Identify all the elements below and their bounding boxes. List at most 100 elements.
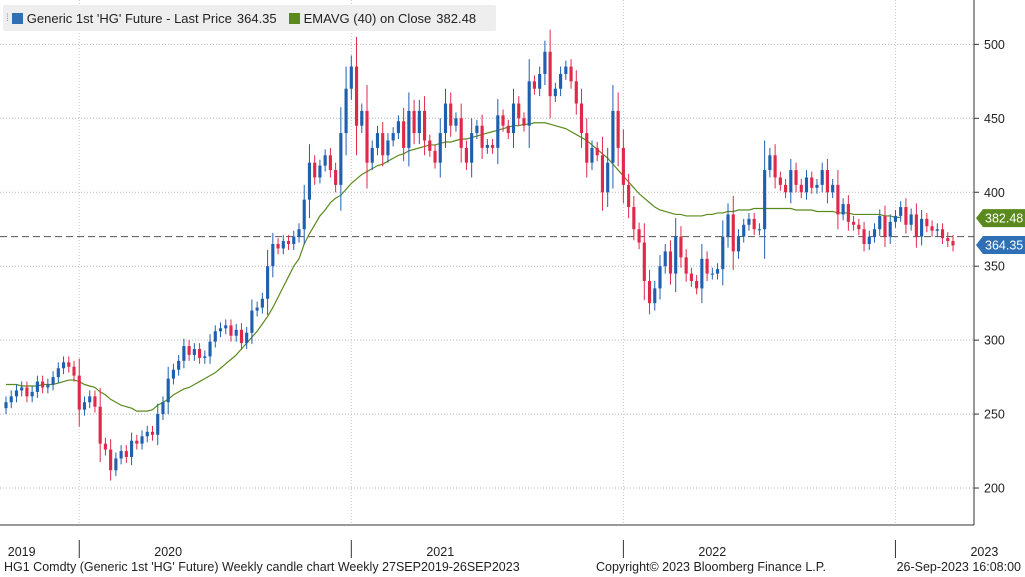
last-price-tag-label: 364.35: [985, 238, 1023, 252]
candle: [653, 280, 657, 311]
ema-value-tag: [976, 209, 1025, 228]
candle-body: [642, 242, 646, 281]
candle: [940, 223, 945, 245]
candle: [804, 170, 809, 200]
candle: [349, 55, 353, 100]
candle-body: [140, 436, 144, 444]
candle: [527, 59, 531, 148]
candle-body: [736, 236, 741, 252]
candle: [61, 356, 66, 375]
candle: [553, 82, 557, 103]
candle-body: [334, 170, 338, 185]
candle-body: [464, 147, 468, 163]
candle-body: [72, 366, 76, 376]
footer-timestamp: 26-Sep-2023 16:08:00: [896, 560, 1021, 574]
candle-body: [459, 118, 463, 148]
candle: [375, 125, 380, 156]
legend-item-last-price[interactable]: Generic 1st 'HG' Future - Last Price 364…: [11, 11, 277, 26]
ytick-label-200: 200: [984, 482, 1005, 496]
candle-body: [396, 121, 400, 134]
candle-body: [930, 226, 934, 231]
candle-body: [611, 110, 615, 163]
candle: [381, 122, 385, 167]
candle: [930, 220, 934, 237]
candle: [20, 381, 24, 397]
candle-body: [925, 218, 929, 227]
candle: [208, 334, 212, 364]
candle-body: [109, 449, 113, 471]
candle-body: [548, 51, 552, 97]
candle: [166, 366, 170, 415]
candle-body: [349, 66, 353, 89]
candle: [171, 363, 175, 385]
candle: [145, 425, 149, 443]
candle: [600, 136, 605, 211]
candle-body: [784, 184, 788, 193]
candle-body: [365, 110, 369, 163]
candle-body: [647, 280, 652, 304]
candle: [585, 118, 589, 178]
candle-body: [20, 387, 24, 391]
candle-body: [810, 177, 814, 188]
candle: [935, 223, 939, 237]
candle-body: [9, 396, 13, 403]
candle: [323, 149, 327, 172]
candle-body: [82, 402, 87, 410]
candle: [51, 371, 55, 391]
candle: [30, 385, 34, 403]
candle: [611, 85, 615, 189]
candle: [883, 205, 887, 247]
candle-body: [606, 162, 610, 193]
candle: [506, 119, 510, 140]
price-tags: 382.48 364.35: [976, 209, 1025, 254]
candle-body: [103, 443, 107, 450]
candle: [402, 107, 406, 162]
candle-body: [501, 115, 505, 126]
candle-body: [742, 224, 746, 237]
candle-body: [208, 341, 212, 357]
candle: [778, 171, 782, 191]
candle: [820, 162, 824, 193]
candle: [904, 198, 908, 234]
candle: [768, 147, 772, 178]
legend-item-ema[interactable]: EMAVG (40) on Close 382.48: [288, 10, 476, 26]
candle: [464, 140, 468, 171]
candle-body: [522, 118, 526, 126]
candle: [632, 195, 636, 241]
candle: [213, 325, 217, 348]
candle-body: [600, 155, 605, 193]
candle-body: [98, 406, 102, 444]
candle: [25, 381, 29, 403]
candle: [129, 432, 134, 466]
candle: [281, 235, 285, 255]
xtick-label-2021: 2021: [426, 545, 454, 559]
candle: [318, 159, 322, 184]
candle: [831, 178, 835, 199]
candle-body: [323, 155, 327, 166]
candle-body: [893, 215, 898, 222]
candle: [459, 103, 463, 163]
candle-body: [61, 362, 66, 369]
candle: [590, 140, 594, 171]
candle: [909, 208, 913, 231]
candle: [98, 388, 102, 463]
candle: [543, 40, 547, 86]
candle-body: [302, 199, 306, 230]
legend-label-ema: EMAVG (40) on Close: [303, 10, 432, 26]
candle: [548, 29, 552, 119]
candle: [177, 354, 181, 376]
candle: [292, 230, 296, 250]
candle-body: [935, 229, 939, 231]
candle-body: [491, 144, 495, 148]
candle: [140, 430, 144, 450]
legend-grip-icon[interactable]: ⁞: [6, 12, 9, 24]
candle-body: [438, 133, 442, 163]
candle-body: [177, 360, 181, 370]
candle-body: [381, 133, 385, 156]
candle-body: [88, 396, 92, 403]
candle-body: [632, 207, 636, 230]
candle: [914, 203, 918, 248]
candle: [496, 99, 500, 165]
candle-body: [30, 391, 34, 397]
candle: [9, 390, 13, 409]
